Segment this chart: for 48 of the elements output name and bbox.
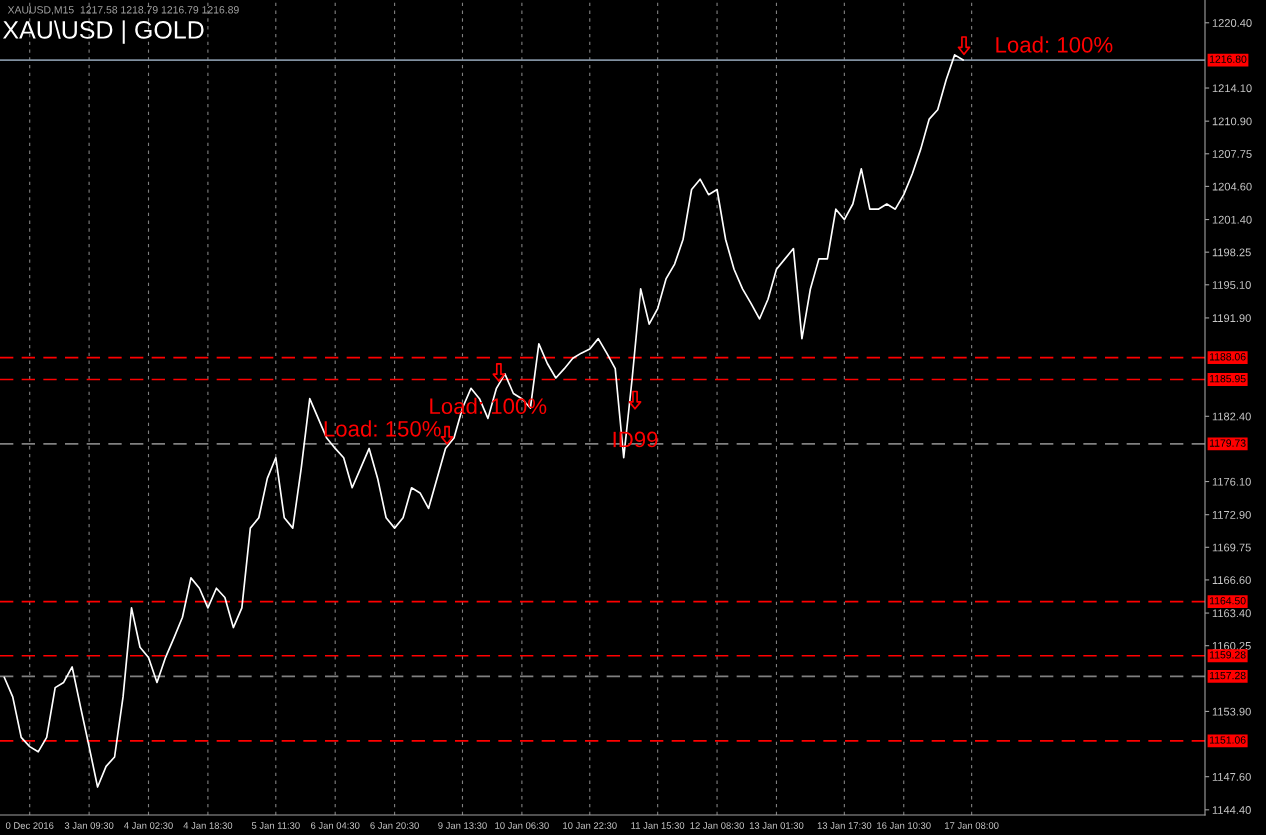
x-tick-label: 10 Jan 06:30 [495,822,549,829]
ref-line-label: 1157.28 [1209,671,1246,680]
x-tick-label: 3 Jan 09:30 [64,822,114,829]
ref-line-label: 1164.50 [1209,597,1246,605]
x-tick-label: 9 Jan 13:30 [438,822,487,829]
x-tick-label: 4 Jan 02:30 [124,822,173,829]
y-tick-label: 1153.90 [1212,707,1251,716]
y-tick-label: 1195.10 [1212,281,1251,289]
y-tick-label: 1204.60 [1212,182,1252,191]
y-tick-label: 1169.75 [1212,543,1251,552]
x-tick-label: 13 Jan 01:30 [749,822,804,829]
y-tick-label: 1220.40 [1212,19,1252,27]
y-tick-label: 1182.40 [1212,412,1251,421]
y-tick-label: 1191.90 [1212,314,1251,323]
line-series [3,54,964,788]
x-tick-label: 13 Jan 17:30 [817,822,872,829]
x-tick-label: 6 Jan 04:30 [310,822,360,829]
y-tick-label: 1207.75 [1212,150,1252,158]
y-tick-label: 1198.25 [1212,248,1251,257]
x-tick-label: 5 Jan 11:30 [251,822,300,829]
x-tick-label: 0 Dec 2016 [5,822,54,829]
x-tick-label: 16 Jan 10:30 [877,822,931,829]
x-tick-label: 17 Jan 08:00 [945,822,999,829]
text: XAUUSD,M15 1217.58 1218.79 1216.79 1216.89 [7,6,239,15]
y-tick-label: 1172.90 [1212,510,1251,519]
x-tick-label: 10 Jan 22:30 [563,822,617,829]
x-tick-label: 6 Jan 20:30 [370,822,419,829]
ref-line-label: 1216.80 [1209,55,1247,63]
ref-line-label: 1179.73 [1209,439,1246,447]
ref-line-label: 1151.06 [1209,736,1246,744]
text: XAU\USD | GOLD [2,20,204,44]
annotation: Load: 100% [996,36,1113,53]
y-tick-label: 1163.40 [1212,609,1251,618]
y-tick-label: 1166.60 [1212,576,1251,585]
y-tick-label: 1160.25 [1212,641,1251,650]
y-tick-label: 1210.90 [1212,117,1252,126]
annotation: Load: 150% [324,420,441,437]
ref-line-label: 1188.06 [1209,353,1246,361]
y-tick-label: 1147.60 [1212,772,1251,781]
ref-line-label: 1159.28 [1209,651,1246,659]
y-tick-label: 1214.10 [1212,84,1252,93]
x-tick-label: 4 Jan 18:30 [183,822,233,829]
x-tick-label: 11 Jan 15:30 [631,822,685,829]
ref-line-label: 1185.95 [1209,374,1246,383]
y-tick-label: 1144.40 [1212,806,1251,814]
y-tick-label: 1176.10 [1212,477,1251,486]
y-tick-label: 1201.40 [1212,215,1252,224]
x-tick-label: 12 Jan 08:30 [690,822,744,829]
